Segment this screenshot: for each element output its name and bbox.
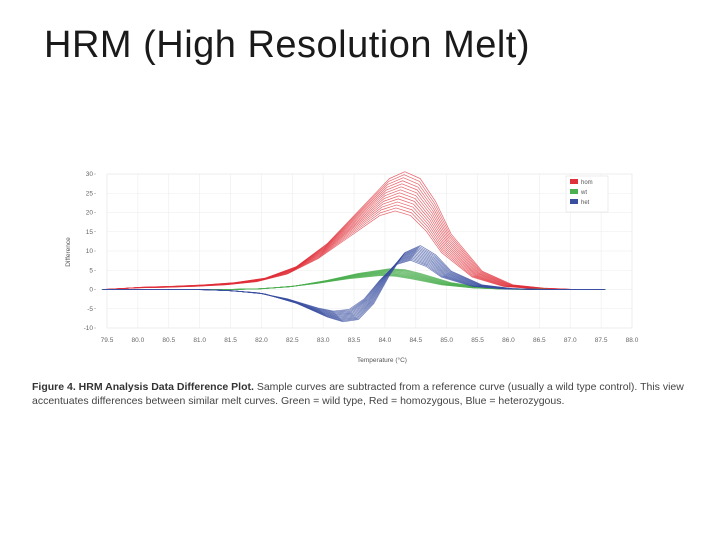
x-tick-label: 85.0 (440, 337, 453, 344)
legend-label-hom: hom (581, 180, 593, 186)
series-het (101, 245, 606, 323)
caption-text: Sample curves are subtracted from a refe… (32, 381, 684, 407)
figure-caption: Figure 4. HRM Analysis Data Difference P… (32, 380, 702, 408)
curves (101, 171, 606, 323)
y-axis-title: Difference (65, 237, 72, 267)
x-tick-label: 86.5 (533, 337, 546, 344)
legend-swatch-wt (570, 189, 578, 194)
x-tick-label: 82.5 (286, 337, 299, 344)
hrm-difference-plot: 30 25 20 15 10 5 0 -5 -10 79.5 80.0 80.5 81.0 81.5 82.… (65, 171, 639, 364)
series-het-trace (111, 245, 606, 323)
x-tick-label: 84.5 (409, 337, 422, 344)
legend-swatch-het (570, 199, 578, 204)
y-tick-label: -5 (87, 306, 93, 313)
x-tick-label: 80.5 (162, 337, 175, 344)
x-tick-label: 82.0 (255, 337, 268, 344)
y-tick-label: 5 (89, 267, 93, 274)
x-tick-label: 81.5 (224, 337, 237, 344)
slide-title: HRM (High Resolution Melt) (44, 24, 531, 66)
figure-label: Figure 4. HRM Analysis Data Difference P… (32, 381, 254, 393)
x-tick-label: 87.5 (595, 337, 608, 344)
x-tick-label: 84.0 (379, 337, 392, 344)
y-tick-label: 25 (86, 190, 94, 197)
x-tick-label: 83.0 (317, 337, 330, 344)
x-tick-label: 86.0 (502, 337, 515, 344)
y-tick-label: 20 (86, 210, 94, 217)
y-tick-label: 10 (86, 248, 94, 255)
legend: hom wt het (565, 175, 609, 213)
x-tick-label: 87.0 (564, 337, 577, 344)
legend-label-wt: wt (580, 190, 587, 196)
x-axis-title: Temperature (°C) (357, 356, 407, 364)
y-tick-label: -10 (84, 325, 94, 332)
axes: 30 25 20 15 10 5 0 -5 -10 79.5 80.0 80.5 81.0 81.5 82.… (84, 171, 639, 344)
y-tick-label: 0 (89, 287, 93, 294)
y-tick-label: 30 (86, 171, 94, 178)
series-hom (101, 171, 606, 290)
legend-swatch-hom (570, 179, 578, 184)
x-tick-label: 85.5 (471, 337, 484, 344)
x-tick-label: 83.5 (348, 337, 361, 344)
y-tick-label: 15 (86, 229, 94, 236)
x-tick-label: 81.0 (193, 337, 206, 344)
series-hom-trace (111, 171, 606, 290)
legend-label-het: het (581, 200, 590, 206)
x-tick-label: 79.5 (101, 337, 114, 344)
x-tick-label: 88.0 (626, 337, 639, 344)
x-tick-label: 80.0 (132, 337, 145, 344)
